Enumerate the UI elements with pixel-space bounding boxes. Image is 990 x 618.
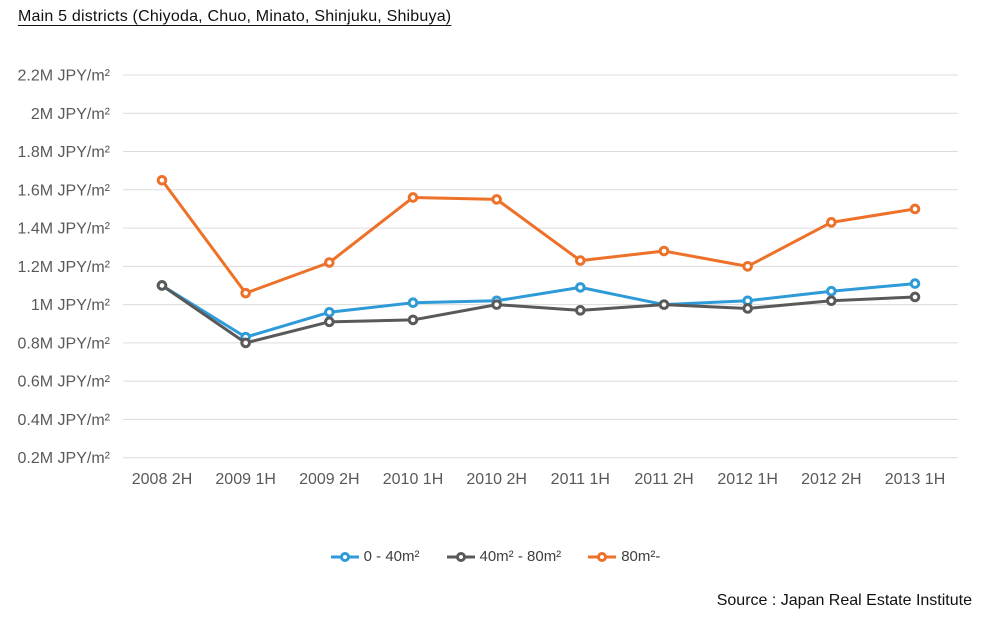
data-point-marker (826, 285, 837, 297)
x-tick-label: 2012 1H (717, 471, 778, 488)
y-tick-label: 2.2M JPY/m² (18, 68, 111, 85)
data-point-marker (909, 291, 921, 303)
y-tick-label: 0.2M JPY/m² (18, 450, 111, 467)
x-tick-label: 2013 1H (885, 471, 946, 488)
legend-label: 80m²- (621, 548, 661, 565)
x-tick-label: 2011 1H (551, 471, 610, 488)
data-point-marker (575, 282, 586, 293)
series-line-0 (160, 282, 917, 339)
y-tick-label: 1.6M JPY/m² (18, 182, 111, 199)
data-point-marker (324, 316, 335, 328)
y-tick-label: 0.6M JPY/m² (18, 374, 111, 391)
y-tick-label: 0.8M JPY/m² (18, 335, 111, 352)
data-point-marker (324, 257, 335, 268)
data-point-marker (909, 278, 921, 289)
legend-item-0: 0 - 40m² (330, 548, 420, 565)
x-tick-label: 2010 2H (466, 471, 527, 488)
source-note: Source : Japan Real Estate Institute (716, 592, 972, 609)
y-tick-label: 1.8M JPY/m² (18, 144, 111, 161)
line-chart: 2.2M JPY/m² 2M JPY/m² 1.8M JPY/m² 1.6M JPY/… (18, 68, 958, 488)
data-point-marker (742, 261, 753, 272)
y-tick-label: 0.4M JPY/m² (18, 412, 111, 429)
legend-marker-icon (588, 551, 617, 562)
legend-marker-icon (446, 551, 475, 562)
data-point-marker (742, 303, 753, 314)
chart-title: Main 5 districts (Chiyoda, Chuo, Minato,… (18, 8, 452, 25)
x-tick-label: 2009 2H (299, 471, 360, 488)
legend-marker-icon (330, 551, 359, 562)
legend-label: 40m² - 80m² (479, 548, 562, 565)
chart-legend: 0 - 40m² 40m² - 80m² 80m²- (0, 548, 990, 565)
data-point-marker (407, 192, 419, 203)
series-line-2 (160, 178, 917, 295)
data-point-marker (658, 245, 670, 257)
x-tick-label: 2010 1H (383, 471, 444, 488)
data-point-marker (909, 203, 921, 215)
series-line-1 (160, 283, 917, 345)
data-point-marker (407, 297, 419, 309)
data-point-marker (240, 287, 251, 299)
data-point-marker (826, 217, 837, 228)
data-point-marker (324, 306, 335, 318)
data-point-marker (491, 194, 502, 205)
x-tick-label: 2008 2H (132, 471, 193, 488)
x-tick-label: 2009 1H (215, 471, 276, 488)
legend-item-1: 40m² - 80m² (446, 548, 562, 565)
data-point-marker (156, 280, 168, 291)
data-point-marker (491, 299, 502, 310)
x-tick-label: 2011 2H (634, 471, 693, 488)
y-tick-label: 1.4M JPY/m² (18, 221, 111, 238)
data-point-marker (240, 337, 251, 349)
y-tick-label: 2M JPY/m² (31, 106, 111, 123)
legend-label: 0 - 40m² (363, 548, 420, 565)
x-tick-label: 2012 2H (801, 471, 862, 488)
data-point-marker (575, 305, 586, 316)
data-point-marker (156, 174, 168, 186)
data-point-marker (826, 295, 837, 307)
data-point-marker (575, 255, 586, 266)
legend-item-2: 80m²- (587, 548, 660, 565)
data-point-marker (407, 314, 419, 326)
data-point-marker (658, 299, 670, 310)
y-tick-label: 1.2M JPY/m² (18, 259, 111, 276)
y-tick-label: 1M JPY/m² (31, 297, 111, 314)
